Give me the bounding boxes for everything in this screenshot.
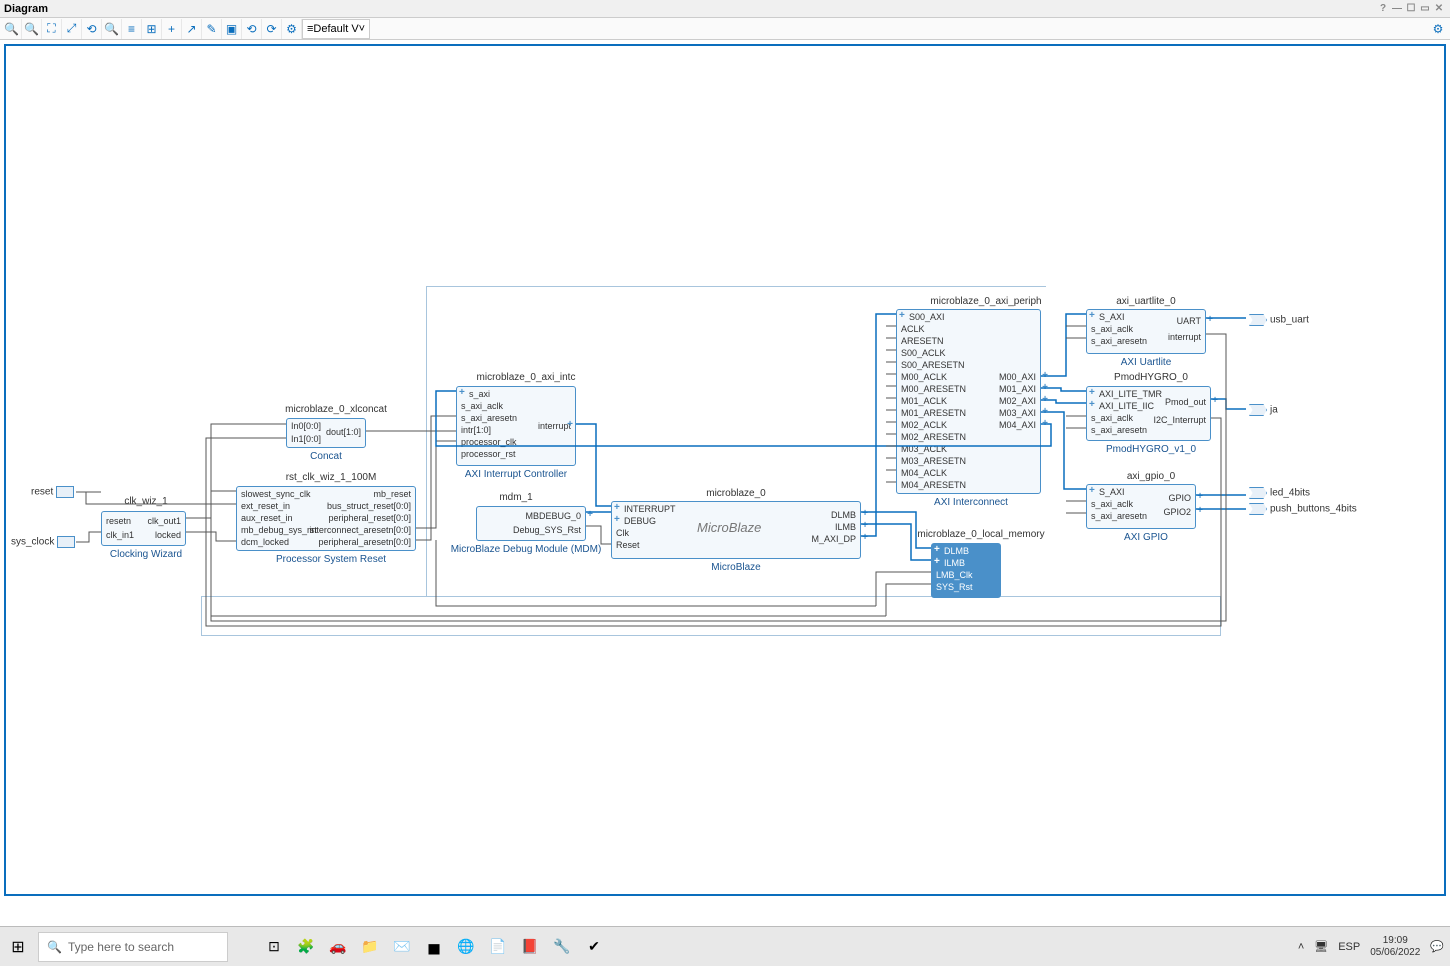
mdm-title: mdm_1 <box>486 492 546 503</box>
maximize-icon[interactable]: ▭ <box>1418 3 1432 14</box>
validate-icon[interactable]: ▣ <box>222 19 242 39</box>
restore-icon[interactable]: ☐ <box>1404 3 1418 14</box>
psr-sub: Processor System Reset <box>276 554 386 565</box>
port-ja[interactable]: ja <box>1246 404 1278 416</box>
explorer-icon[interactable]: 📁 <box>356 933 384 961</box>
task-view-icon[interactable]: ⊡ <box>260 933 288 961</box>
port-sys-clock[interactable]: sys_clock <box>11 536 78 548</box>
gpio-title: axi_gpio_0 <box>1116 471 1186 482</box>
app-title: Diagram <box>4 3 48 15</box>
start-button[interactable]: ⊞ <box>6 935 30 959</box>
clk-wiz-title: clk_wiz_1 <box>106 496 186 507</box>
port-pb[interactable]: push_buttons_4bits <box>1246 503 1357 515</box>
zoom-out-icon[interactable]: 🔍 <box>22 19 42 39</box>
zoom-rect-icon[interactable]: 🔍 <box>102 19 122 39</box>
app-icon-1[interactable]: 🧩 <box>292 933 320 961</box>
ic-title: microblaze_0_axi_periph <box>916 296 1056 307</box>
hier-group <box>201 596 1221 636</box>
intc-sub: AXI Interrupt Controller <box>456 469 576 480</box>
lang-indicator[interactable]: ESP <box>1338 941 1360 953</box>
app-icon-2[interactable]: 🚗 <box>324 933 352 961</box>
gpio-sub: AXI GPIO <box>1116 532 1176 543</box>
port-reset[interactable]: reset <box>31 486 77 498</box>
ic-sub: AXI Interconnect <box>926 497 1016 508</box>
clk-wiz-sub: Clocking Wizard <box>101 549 191 560</box>
block-microblaze[interactable]: + + INTERRUPT DEBUG Clk Reset DLMB ILMB … <box>611 501 861 559</box>
network-icon[interactable]: 🖥 <box>1314 940 1328 953</box>
help-icon[interactable]: ? <box>1376 3 1390 14</box>
block-hygro[interactable]: + + AXI_LITE_TMR AXI_LITE_IIC s_axi_aclk… <box>1086 386 1211 441</box>
block-mdm[interactable]: MBDEBUG_0 + Debug_SYS_Rst <box>476 506 586 541</box>
app-icon-3[interactable]: ✔ <box>580 933 608 961</box>
edit-icon[interactable]: ✎ <box>202 19 222 39</box>
fit-icon[interactable]: ⛶ <box>42 19 62 39</box>
list-icon[interactable]: ≡ <box>122 19 142 39</box>
mdm-sub: MicroBlaze Debug Module (MDM) <box>446 544 606 555</box>
pdf-icon[interactable]: 📕 <box>516 933 544 961</box>
redo-icon[interactable]: ⟳ <box>262 19 282 39</box>
search-icon: 🔍 <box>47 940 62 954</box>
word-icon[interactable]: 📄 <box>484 933 512 961</box>
clock[interactable]: 19:09 05/06/2022 <box>1370 935 1420 959</box>
mail-icon[interactable]: ✉️ <box>388 933 416 961</box>
connect-icon[interactable]: ↗ <box>182 19 202 39</box>
canvas-settings-icon[interactable]: ⚙ <box>1428 19 1448 39</box>
psr-title: rst_clk_wiz_1_100M <box>266 472 396 483</box>
concat-title: microblaze_0_xlconcat <box>276 404 396 415</box>
view-select[interactable]: ≡ Default V ˅ <box>302 19 370 39</box>
close-icon[interactable]: ✕ <box>1432 3 1446 14</box>
intc-title: microblaze_0_axi_intc <box>466 372 586 383</box>
block-interconnect[interactable]: + S00_AXI ACLK ARESETN S00_ACLK S00_ARES… <box>896 309 1041 494</box>
port-led[interactable]: led_4bits <box>1246 487 1310 499</box>
lmem-title: microblaze_0_local_memory <box>906 529 1056 540</box>
chrome-icon[interactable]: 🌐 <box>452 933 480 961</box>
settings-icon[interactable]: ⚙ <box>282 19 302 39</box>
uart-title: axi_uartlite_0 <box>1106 296 1186 307</box>
terminal-icon[interactable]: ▅ <box>420 933 448 961</box>
block-local-memory[interactable]: + + DLMB ILMB LMB_Clk SYS_Rst <box>931 543 1001 598</box>
add-icon[interactable]: + <box>162 19 182 39</box>
hygro-sub: PmodHYGRO_v1_0 <box>1101 444 1201 455</box>
refresh-icon[interactable]: ⟲ <box>82 19 102 39</box>
tray-chevron-icon[interactable]: ˄ <box>1298 941 1304 953</box>
mb-title: microblaze_0 <box>696 488 776 499</box>
taskbar: ⊞ 🔍 Type here to search ⊡ 🧩 🚗 📁 ✉️ ▅ 🌐 📄… <box>0 926 1450 966</box>
uart-sub: AXI Uartlite <box>1111 357 1181 368</box>
regen-icon[interactable]: ⟲ <box>242 19 262 39</box>
block-psr[interactable]: slowest_sync_clk ext_reset_in aux_reset_… <box>236 486 416 551</box>
port-usb-uart[interactable]: usb_uart <box>1246 314 1309 326</box>
minimize-icon[interactable]: — <box>1390 3 1404 14</box>
system-tray[interactable]: ˄ 🖥 ESP 19:09 05/06/2022 💬 <box>1298 935 1444 959</box>
hygro-title: PmodHYGRO_0 <box>1106 372 1196 383</box>
diagram-canvas[interactable]: reset sys_clock clk_wiz_1 resetn clk_in1… <box>4 44 1446 896</box>
tool-icon[interactable]: 🔧 <box>548 933 576 961</box>
search-input[interactable]: 🔍 Type here to search <box>38 932 228 962</box>
concat-sub: Concat <box>306 451 346 462</box>
title-bar: Diagram ? — ☐ ▭ ✕ <box>0 0 1450 18</box>
notifications-icon[interactable]: 💬 <box>1430 940 1444 953</box>
mb-sub: MicroBlaze <box>706 562 766 573</box>
block-gpio[interactable]: + S_AXI s_axi_aclk s_axi_aresetn GPIO GP… <box>1086 484 1196 529</box>
block-intc[interactable]: + s_axi s_axi_aclk s_axi_aresetn intr[1:… <box>456 386 576 466</box>
zoom-in-icon[interactable]: 🔍 <box>2 19 22 39</box>
toolbar: 🔍 🔍 ⛶ ⤢ ⟲ 🔍 ≡ ⊞ + ↗ ✎ ▣ ⟲ ⟳ ⚙ ≡ Default … <box>0 18 1450 40</box>
expand-icon[interactable]: ⤢ <box>62 19 82 39</box>
block-clk-wiz[interactable]: resetn clk_in1 clk_out1 locked <box>101 511 186 546</box>
grid-icon[interactable]: ⊞ <box>142 19 162 39</box>
block-concat[interactable]: In0[0:0] In1[0:0] dout[1:0] <box>286 418 366 448</box>
block-uartlite[interactable]: + S_AXI s_axi_aclk s_axi_aresetn UART + … <box>1086 309 1206 354</box>
